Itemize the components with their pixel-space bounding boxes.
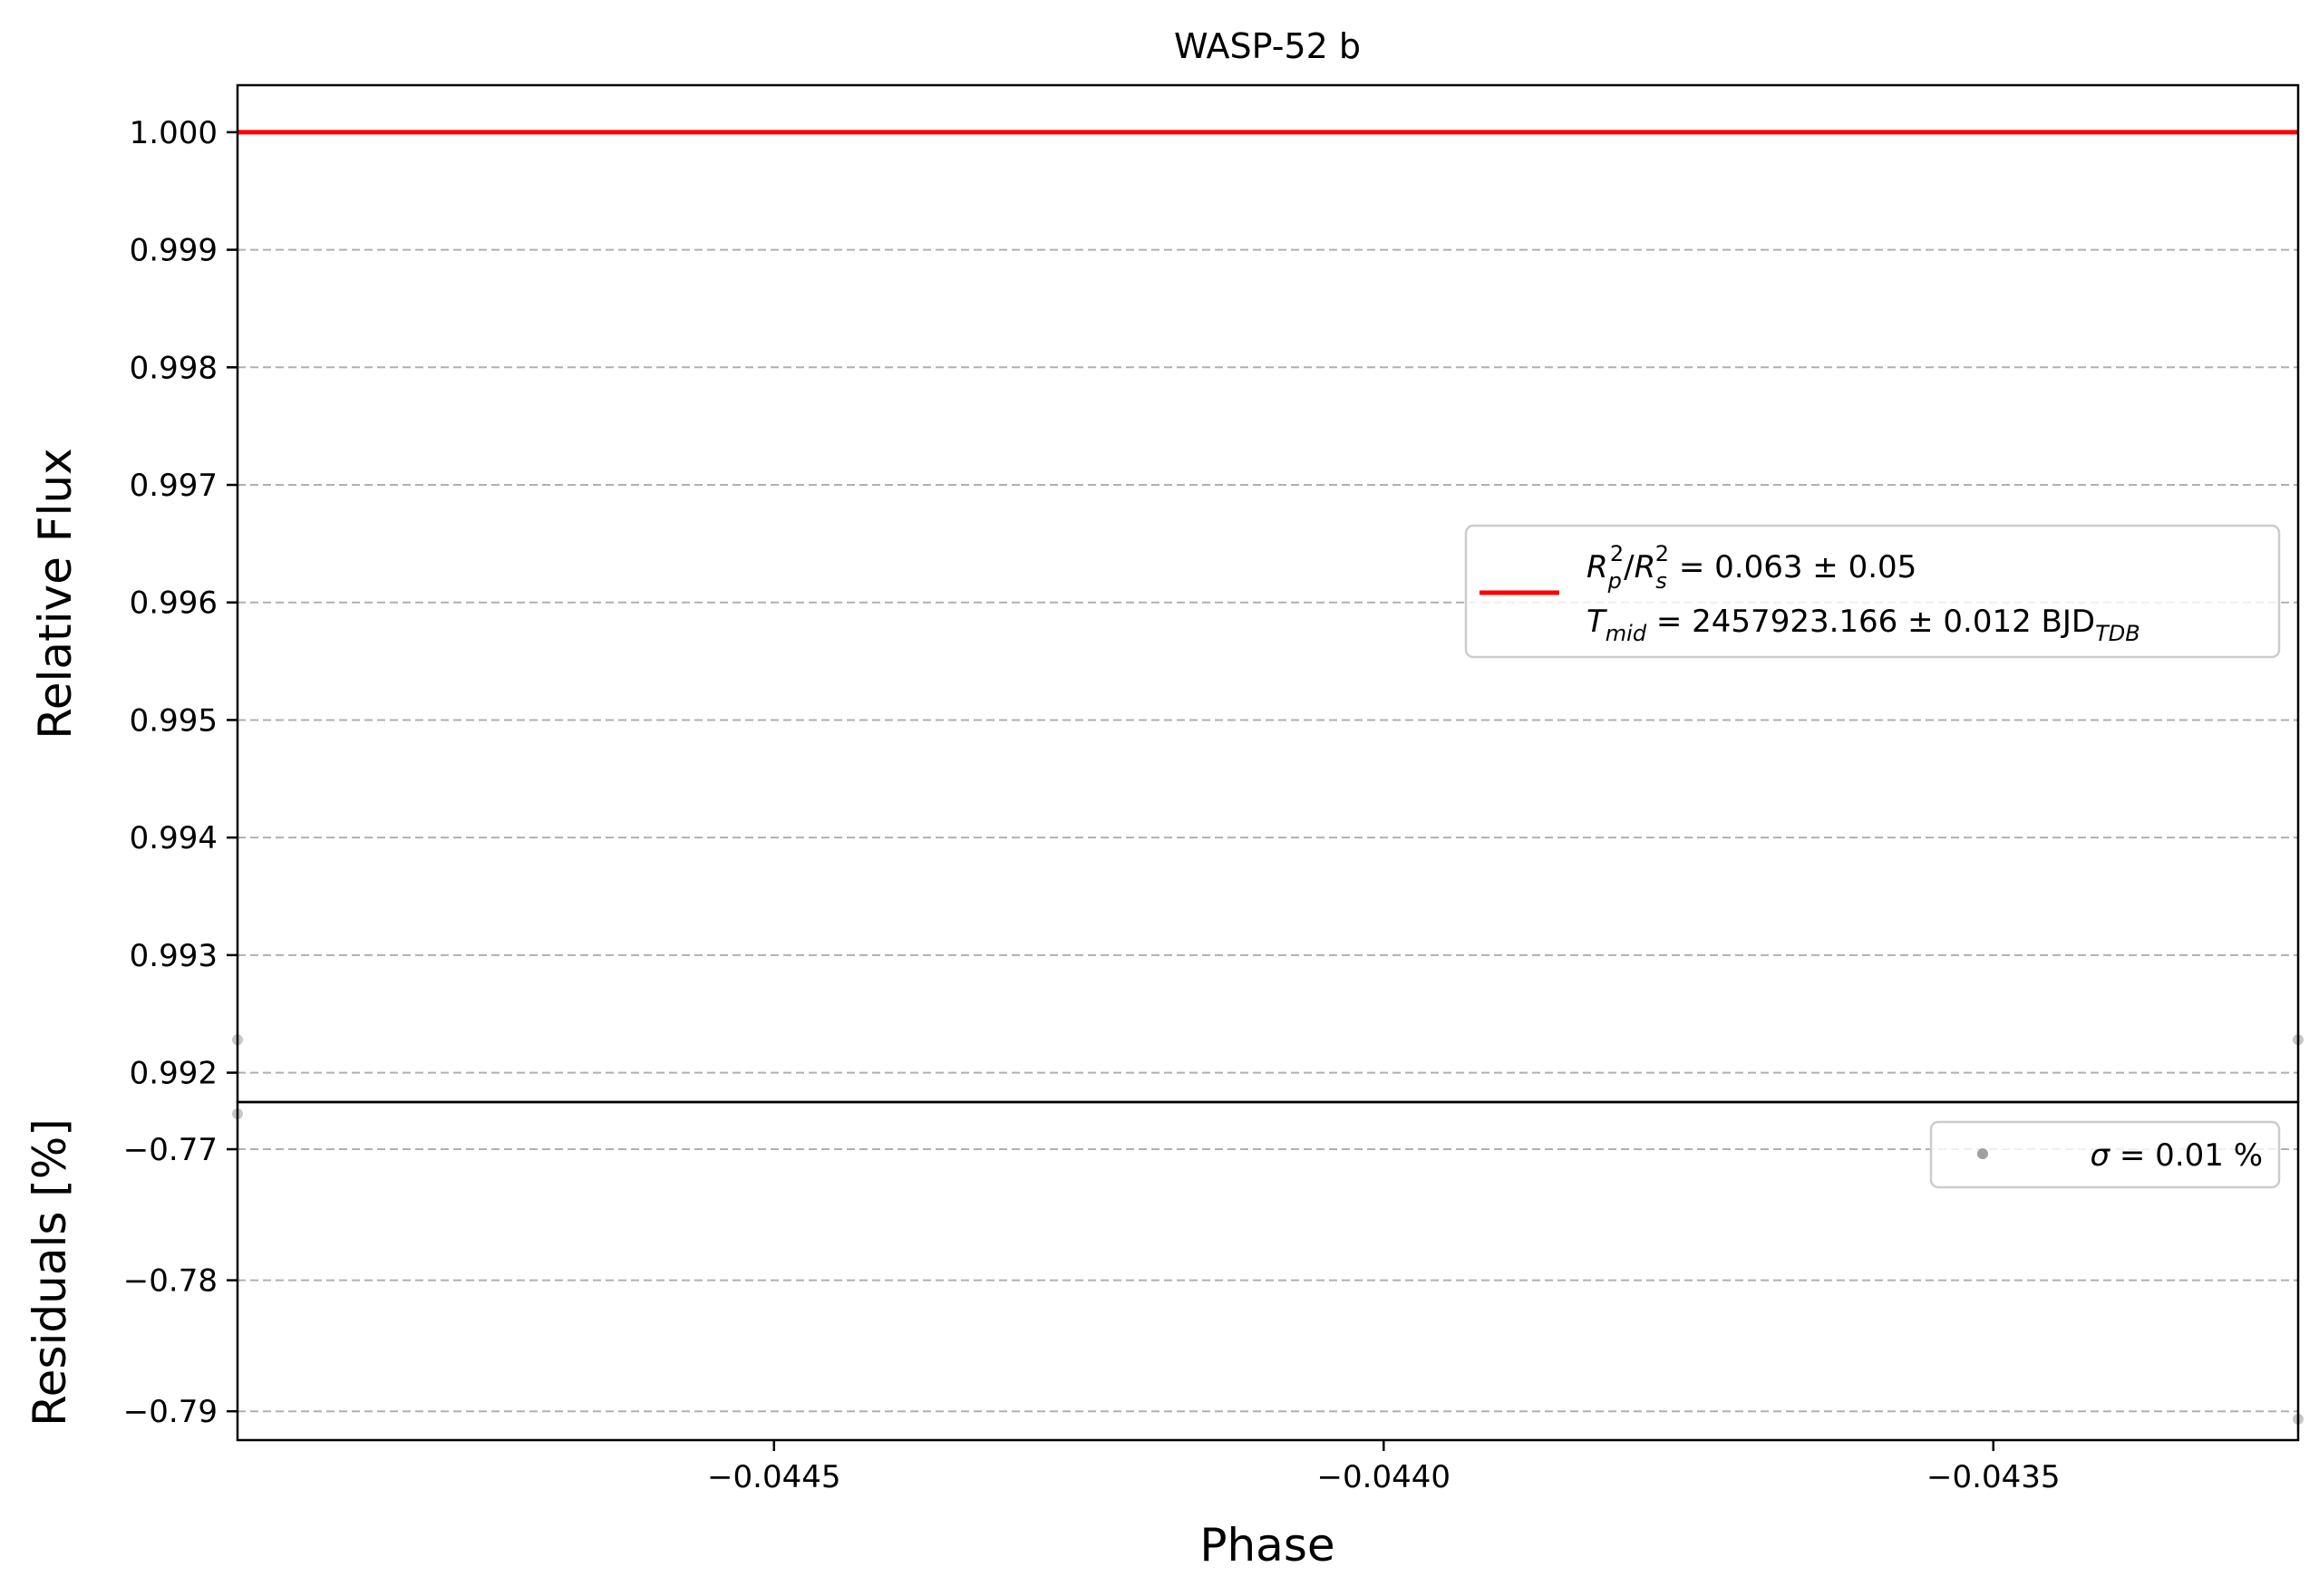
phase-x-tick-label: −0.0440 [1317, 1459, 1451, 1495]
residuals-panel: −0.77 −0.78 −0.79 −0.0445 −0.0440 −0.0435 −0.… [24, 1100, 2304, 1572]
residuals-legend-box [1929, 1120, 2281, 1189]
flux-grid [238, 248, 2298, 1074]
flux-y-tick-label: 0.995 [130, 702, 218, 739]
phase-x-axis-label: Phase [1199, 1519, 1334, 1572]
legend-depth-rp-sup: 2 [1610, 541, 1624, 566]
flux-y-tick-label: 0.997 [130, 468, 218, 504]
phase-x-ticks: −0.0445−0.0440−0.0435−0.0430 [707, 1440, 2060, 1495]
legend-depth-value: = 0.063 ± 0.05 [1669, 549, 1916, 585]
legend-sigma-entry: σ = 0.01 % [2091, 1137, 2263, 1174]
flux-y-tick-label: 0.999 [130, 233, 218, 269]
flux-y-tick-label: 0.992 [130, 1056, 218, 1092]
residuals-y-tick-label: −0.77 [123, 1132, 218, 1168]
flux-panel: 1.000 0.999 0.998 0.997 0.996 0.995 0.994 0.993… [29, 83, 2304, 1104]
flux-y-tick-label: 0.998 [130, 350, 218, 386]
legend-tmid-entry: Tmid = 2457923.166 ± 0.012 BJDTDB [1586, 604, 2140, 646]
flux-y-axis-label: Relative Flux [29, 448, 82, 739]
legend-depth-rs-sub: s [1655, 568, 1667, 594]
legend-depth-slash: / [1624, 549, 1635, 585]
flux-legend-box [1464, 524, 2281, 659]
flux-y-tick-label: 0.994 [130, 820, 218, 856]
residuals-grid [238, 1148, 2298, 1413]
residuals-legend: σ = 0.01 % [1929, 1120, 2281, 1189]
flux-y-tick-label: 0.996 [130, 585, 218, 622]
flux-y-ticks: 1.000 0.999 0.998 0.997 0.996 0.995 0.994 0.993… [130, 115, 238, 1092]
legend-depth-rs: R [1635, 549, 1656, 585]
flux-y-tick-label: 0.993 [130, 938, 218, 974]
legend-sigma-symbol: σ [2091, 1137, 2111, 1174]
residuals-y-axis-label: Residuals [%] [24, 1118, 76, 1427]
legend-tmid-t: T [1586, 604, 1607, 640]
residuals-panel-frame [236, 1100, 2300, 1442]
legend-depth-rs-sup: 2 [1655, 541, 1669, 566]
legend-residuals-marker-swatch [1977, 1148, 1988, 1159]
legend-tmid-value: = 2457923.166 ± 0.012 BJD [1646, 604, 2095, 640]
legend-tmid-sub: mid [1606, 621, 1647, 646]
legend-depth-entry: Rp2/Rs2 = 0.063 ± 0.05 [1586, 541, 1916, 594]
legend-sigma-value: = 0.01 % [2110, 1137, 2263, 1174]
flux-legend: Rp2/Rs2 = 0.063 ± 0.05 Tmid = 2457923.16… [1464, 524, 2281, 659]
residuals-y-tick-label: −0.79 [123, 1394, 218, 1430]
chart-title: WASP-52 b [1174, 26, 1361, 66]
legend-tmid-unit-sub: TDB [2095, 621, 2140, 646]
residuals-y-tick-label: −0.78 [123, 1263, 218, 1300]
residuals-y-ticks: −0.77 −0.78 −0.79 [123, 1132, 238, 1430]
flux-y-tick-label: 1.000 [130, 115, 218, 151]
legend-depth-rp-sub: p [1607, 568, 1622, 594]
phase-x-tick-label: −0.0445 [707, 1459, 840, 1495]
legend-depth-rp: R [1586, 549, 1608, 585]
phase-x-tick-label: −0.0435 [1926, 1459, 2060, 1495]
